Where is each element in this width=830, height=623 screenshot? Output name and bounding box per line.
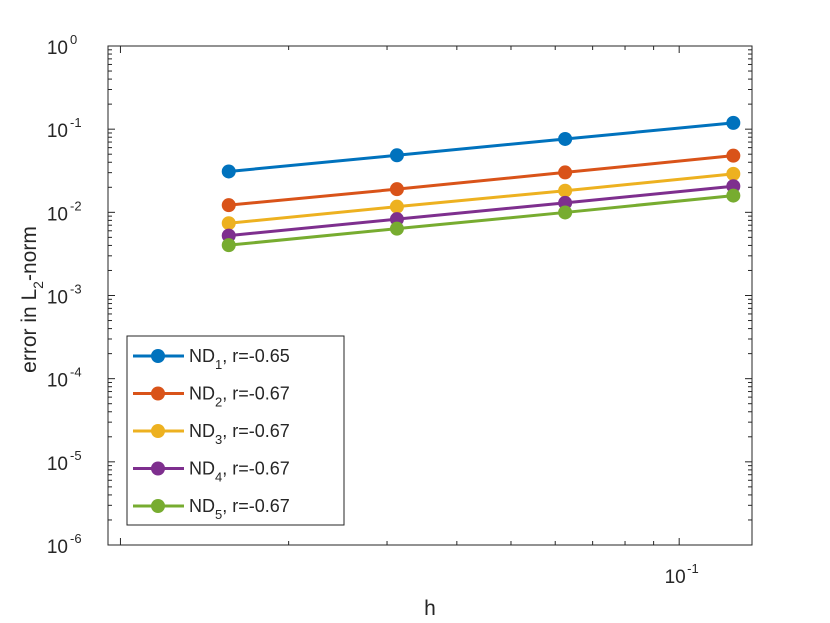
legend-entry: ND1, r=-0.65 — [133, 346, 290, 372]
legend-label: ND1, r=-0.65 — [189, 346, 290, 372]
legend-entry: ND4, r=-0.67 — [133, 459, 290, 485]
data-point — [221, 164, 236, 179]
data-point — [389, 182, 404, 197]
series-nd3 — [221, 166, 741, 231]
y-tick-label: 10 — [47, 454, 68, 475]
data-point — [558, 195, 573, 210]
data-point — [221, 216, 236, 231]
x-tick-label: 10 — [665, 567, 686, 588]
legend-marker — [151, 424, 165, 438]
y-tick-label: 10 — [47, 537, 68, 558]
data-point — [389, 221, 404, 236]
y-tick-exponent: -5 — [70, 448, 82, 463]
legend-marker — [151, 386, 165, 401]
data-point — [389, 148, 404, 163]
data-point — [221, 238, 236, 253]
y-axis-label-suffix: -norm — [18, 226, 41, 281]
legend-entry: ND2, r=-0.67 — [133, 384, 290, 410]
legend-entry: ND3, r=-0.67 — [133, 421, 290, 447]
legend: ND1, r=-0.65 ND2, r=-0.67 ND3, r=-0.67 ND4,… — [126, 335, 345, 526]
y-tick-label: 10 — [47, 121, 68, 142]
y-tick-label: 10 — [47, 204, 68, 225]
legend-entry: ND5, r=-0.67 — [133, 496, 290, 522]
series-line — [228, 121, 734, 173]
series-layer — [221, 115, 741, 253]
y-axis-label-subscript: 2 — [30, 281, 46, 289]
x-axis: 10 -1 — [119, 46, 699, 588]
data-point — [726, 188, 741, 203]
series-line — [228, 172, 734, 225]
y-tick-exponent: -6 — [70, 531, 82, 546]
series-line — [228, 154, 734, 207]
y-tick-label: 10 — [47, 288, 68, 309]
y-tick-exponent: -2 — [70, 198, 82, 213]
legend-label: ND4, r=-0.67 — [189, 459, 290, 485]
y-tick-label: 10 — [47, 38, 68, 59]
data-point — [221, 198, 236, 213]
series-line — [228, 184, 734, 238]
y-tick-exponent: -4 — [70, 365, 82, 380]
data-point — [726, 115, 741, 130]
legend-label: ND2, r=-0.67 — [189, 384, 290, 410]
data-point — [389, 199, 404, 214]
legend-marker — [151, 499, 165, 513]
data-point — [726, 166, 741, 181]
series-nd2 — [221, 148, 741, 213]
data-point — [558, 183, 573, 198]
data-point — [558, 205, 573, 220]
legend-marker — [151, 349, 165, 363]
legend-marker — [151, 461, 165, 476]
y-tick-exponent: 0 — [70, 32, 77, 47]
y-axis-label: error in L2-norm — [18, 226, 46, 373]
series-nd1 — [221, 115, 741, 179]
data-point — [726, 148, 741, 163]
x-tick-exponent: -1 — [687, 561, 699, 576]
legend-label: ND5, r=-0.67 — [189, 496, 290, 522]
y-tick-exponent: -1 — [70, 115, 82, 130]
series-nd5 — [221, 188, 741, 253]
legend-label: ND3, r=-0.67 — [189, 421, 290, 447]
x-axis-label: h — [424, 597, 436, 620]
series-line — [228, 194, 734, 247]
y-tick-exponent: -3 — [70, 282, 82, 297]
data-point — [558, 131, 573, 146]
y-tick-label: 10 — [47, 371, 68, 392]
data-point — [558, 165, 573, 180]
y-axis-label-prefix: error in L — [18, 289, 41, 373]
